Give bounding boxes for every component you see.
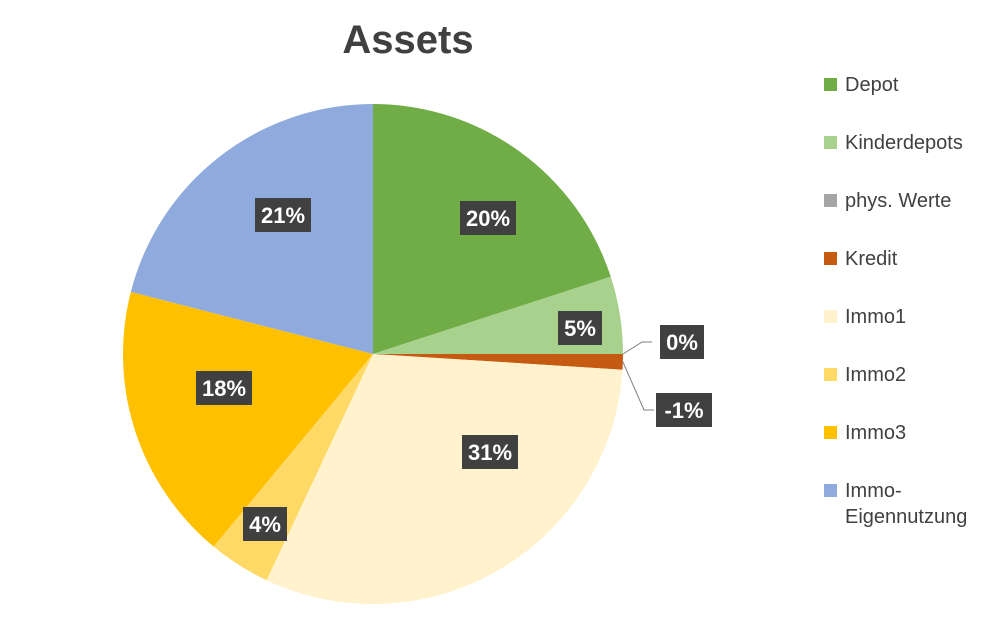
data-label-immo-eigennutzung: 21%	[255, 198, 311, 232]
data-label-immo1: 31%	[462, 435, 518, 469]
legend-label: phys. Werte	[845, 190, 952, 212]
legend-swatch	[824, 368, 837, 381]
legend-swatch	[824, 484, 837, 497]
slice-immo3	[123, 291, 373, 547]
data-label-text: 21%	[261, 203, 305, 228]
legend-swatch	[824, 426, 837, 439]
legend-label: Immo1	[845, 306, 907, 328]
data-label-box	[656, 393, 712, 427]
data-label-text: 0%	[666, 330, 698, 355]
chart-title: Assets	[342, 18, 474, 62]
legend-label: Depot	[845, 74, 899, 96]
data-label-box	[255, 198, 311, 232]
legend-swatch	[824, 310, 837, 323]
legend-swatch	[824, 78, 837, 91]
legend-item-kinderdepots: Kinderdepots	[824, 130, 995, 156]
leader-line-kredit	[622, 361, 654, 411]
data-label-immo2: 4%	[243, 507, 287, 541]
legend-swatch	[824, 136, 837, 149]
data-label-text: 20%	[466, 206, 510, 231]
leader-lines	[622, 341, 654, 411]
data-label-immo3: 18%	[196, 371, 252, 405]
legend-swatch	[824, 194, 837, 207]
legend-label: Immo2	[845, 364, 907, 386]
data-label-box	[243, 507, 287, 541]
slice-immo-eigennutzung	[130, 104, 373, 354]
data-label-box	[460, 201, 516, 235]
data-label-text: 5%	[564, 316, 596, 341]
legend-item-phys-werte: phys. Werte	[824, 188, 995, 214]
leader-line-phys-werte	[622, 341, 652, 355]
legend-label: Kinderdepots	[845, 132, 963, 154]
legend-item-immo3: Immo3	[824, 420, 995, 446]
data-label-text: 18%	[202, 376, 246, 401]
slice-kredit	[373, 354, 623, 370]
data-label-box	[660, 325, 704, 359]
data-label-box	[462, 435, 518, 469]
data-label-box	[196, 371, 252, 405]
legend-label: Immo3	[845, 422, 907, 444]
data-label-depot: 20%	[460, 201, 516, 235]
legend-item-kredit: Kredit	[824, 246, 995, 272]
legend-item-immo2: Immo2	[824, 362, 995, 388]
data-labels: 20% 5% 0% -1% 31% 4% 18% 21%	[196, 198, 712, 541]
legend-item-immo-eigennutzung: Immo-Eigennutzung	[824, 478, 995, 530]
data-label-box	[558, 311, 602, 345]
legend-swatch	[824, 252, 837, 265]
legend-label: Immo-Eigennutzung	[845, 480, 968, 528]
pie-slices	[123, 104, 623, 604]
data-label-text: 31%	[468, 440, 512, 465]
slice-immo1	[266, 354, 623, 604]
legend-item-immo1: Immo1	[824, 304, 995, 330]
legend-label: Kredit	[845, 248, 898, 270]
data-label-text: -1%	[664, 398, 703, 423]
data-label-kredit: -1%	[656, 393, 712, 427]
legend-item-depot: Depot	[824, 72, 995, 98]
data-label-text: 4%	[249, 512, 281, 537]
data-label-phys-werte: 0%	[660, 325, 704, 359]
data-label-kinderdepots: 5%	[558, 311, 602, 345]
